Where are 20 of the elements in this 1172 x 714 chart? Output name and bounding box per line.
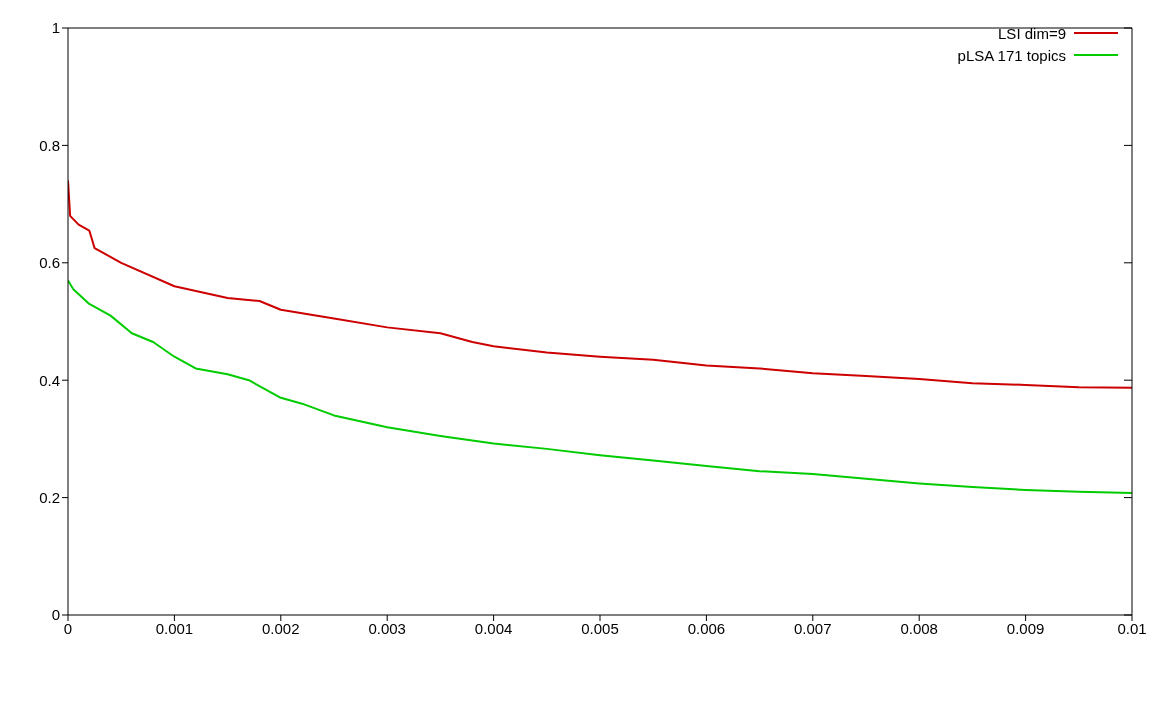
legend-label: pLSA 171 topics — [957, 46, 1066, 64]
x-tick-label: 0.006 — [687, 619, 726, 637]
y-tick-label: 0.6 — [39, 254, 60, 272]
x-tick-label: 0.001 — [155, 619, 194, 637]
x-tick-label: 0.002 — [262, 619, 300, 637]
y-tick-label: 1 — [51, 19, 60, 37]
y-tick-label: 0.4 — [39, 371, 60, 389]
x-tick-label: 0.004 — [474, 619, 513, 637]
line-series — [68, 279, 1132, 494]
y-tick-label: 0.8 — [39, 136, 60, 154]
x-tick-label: 0.009 — [1006, 619, 1045, 637]
x-tick-label: 0.007 — [794, 619, 832, 637]
y-tick-label: 0 — [51, 606, 60, 624]
legend-label: LSI dim=9 — [998, 24, 1066, 42]
x-tick-label: 0 — [63, 619, 73, 637]
x-tick-label: 0.003 — [368, 619, 406, 637]
x-tick-label: 0.008 — [900, 619, 938, 637]
y-tick-label: 0.2 — [39, 488, 60, 506]
x-tick-label: 0.01 — [1117, 619, 1147, 637]
x-tick-label: 0.005 — [581, 619, 619, 637]
